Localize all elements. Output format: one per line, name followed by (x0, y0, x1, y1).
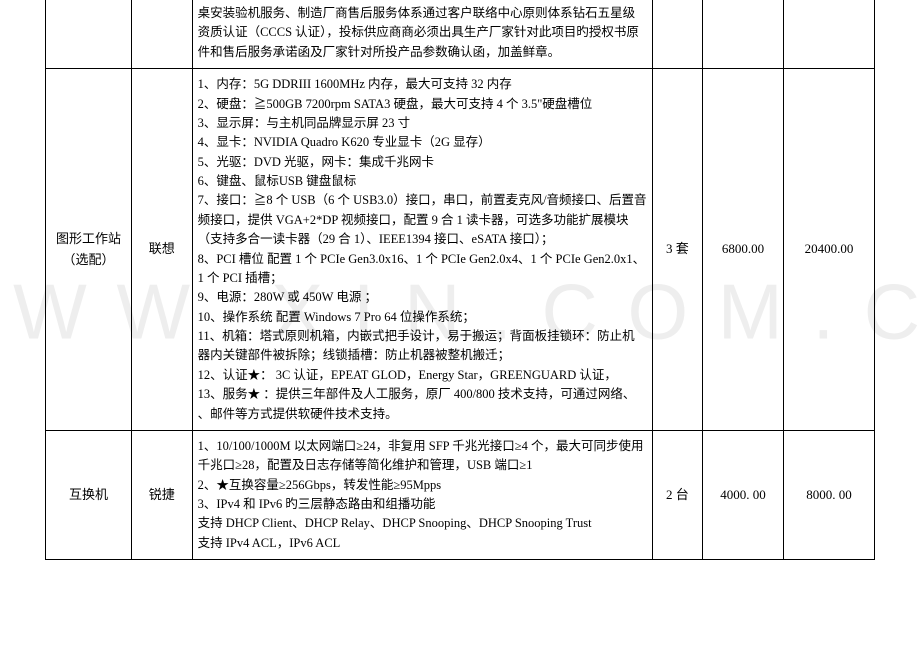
cell-spec: 1、内存：5G DDRIII 1600MHz 内存，最大可支持 32 内存2、硬… (192, 69, 652, 431)
cell-total: 20400.00 (783, 69, 874, 431)
cell-spec: 桌安装验机服务、制造厂商售后服务体系通过客户联络中心原则体系钻石五星级资质认证（… (192, 0, 652, 69)
cell-name: 互换机 (46, 430, 132, 559)
cell-qty: 3 套 (652, 69, 703, 431)
cell-brand: 联想 (131, 69, 192, 431)
cell-brand (131, 0, 192, 69)
spec-table: 桌安装验机服务、制造厂商售后服务体系通过客户联络中心原则体系钻石五星级资质认证（… (45, 0, 875, 560)
cell-name: 图形工作站（选配） (46, 69, 132, 431)
cell-unitprice: 6800.00 (703, 69, 784, 431)
cell-qty: 2 台 (652, 430, 703, 559)
cell-brand: 锐捷 (131, 430, 192, 559)
table-row: 互换机 锐捷 1、10/100/1000M 以太网端口≥24，非复用 SFP 千… (46, 430, 875, 559)
cell-unitprice: 4000. 00 (703, 430, 784, 559)
table-row: 图形工作站（选配） 联想 1、内存：5G DDRIII 1600MHz 内存，最… (46, 69, 875, 431)
cell-total (783, 0, 874, 69)
table-row: 桌安装验机服务、制造厂商售后服务体系通过客户联络中心原则体系钻石五星级资质认证（… (46, 0, 875, 69)
cell-qty (652, 0, 703, 69)
cell-spec: 1、10/100/1000M 以太网端口≥24，非复用 SFP 千兆光接口≥4 … (192, 430, 652, 559)
cell-name (46, 0, 132, 69)
cell-unitprice (703, 0, 784, 69)
cell-total: 8000. 00 (783, 430, 874, 559)
